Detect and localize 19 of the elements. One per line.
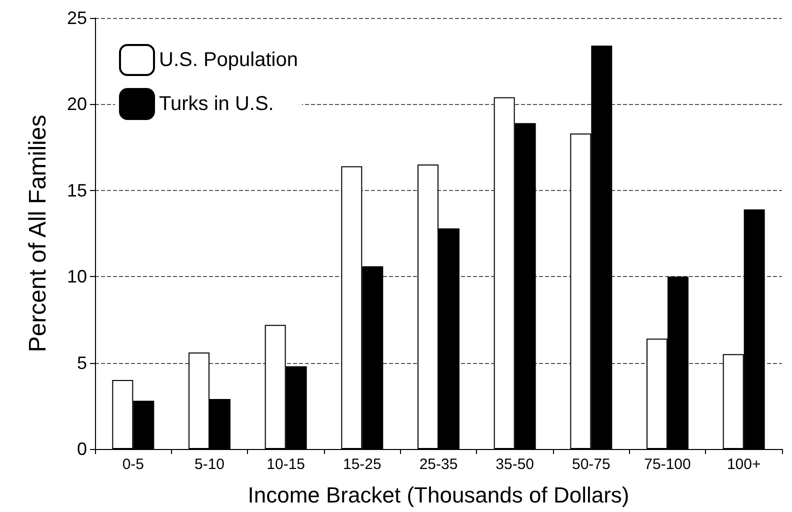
y-tick-label: 15 bbox=[66, 180, 87, 200]
legend-label: Turks in U.S. bbox=[159, 93, 274, 115]
legend-label: U.S. Population bbox=[159, 49, 298, 71]
x-tick-label: 10-15 bbox=[266, 456, 306, 473]
x-tick-label: 35-50 bbox=[496, 456, 534, 473]
x-tick-label: 15-25 bbox=[342, 456, 382, 473]
x-tick-label: 100+ bbox=[726, 456, 761, 473]
x-tick-label: 25-35 bbox=[419, 456, 458, 473]
x-axis-title: Income Bracket (Thousands of Dollars) bbox=[248, 482, 630, 508]
y-axis-title: Percent of All Families bbox=[24, 114, 52, 352]
x-tick-label: 50-75 bbox=[572, 456, 610, 473]
y-tick-label: 25 bbox=[66, 8, 87, 28]
y-tick-label: 20 bbox=[66, 94, 87, 114]
x-tick-label: 5-10 bbox=[194, 456, 225, 473]
x-tick-label: 0-5 bbox=[122, 456, 144, 473]
y-tick-label: 10 bbox=[66, 266, 87, 287]
y-tick-label: 0 bbox=[76, 439, 87, 459]
x-tick-label: 75-100 bbox=[644, 456, 691, 473]
y-tick-label: 5 bbox=[76, 352, 87, 373]
